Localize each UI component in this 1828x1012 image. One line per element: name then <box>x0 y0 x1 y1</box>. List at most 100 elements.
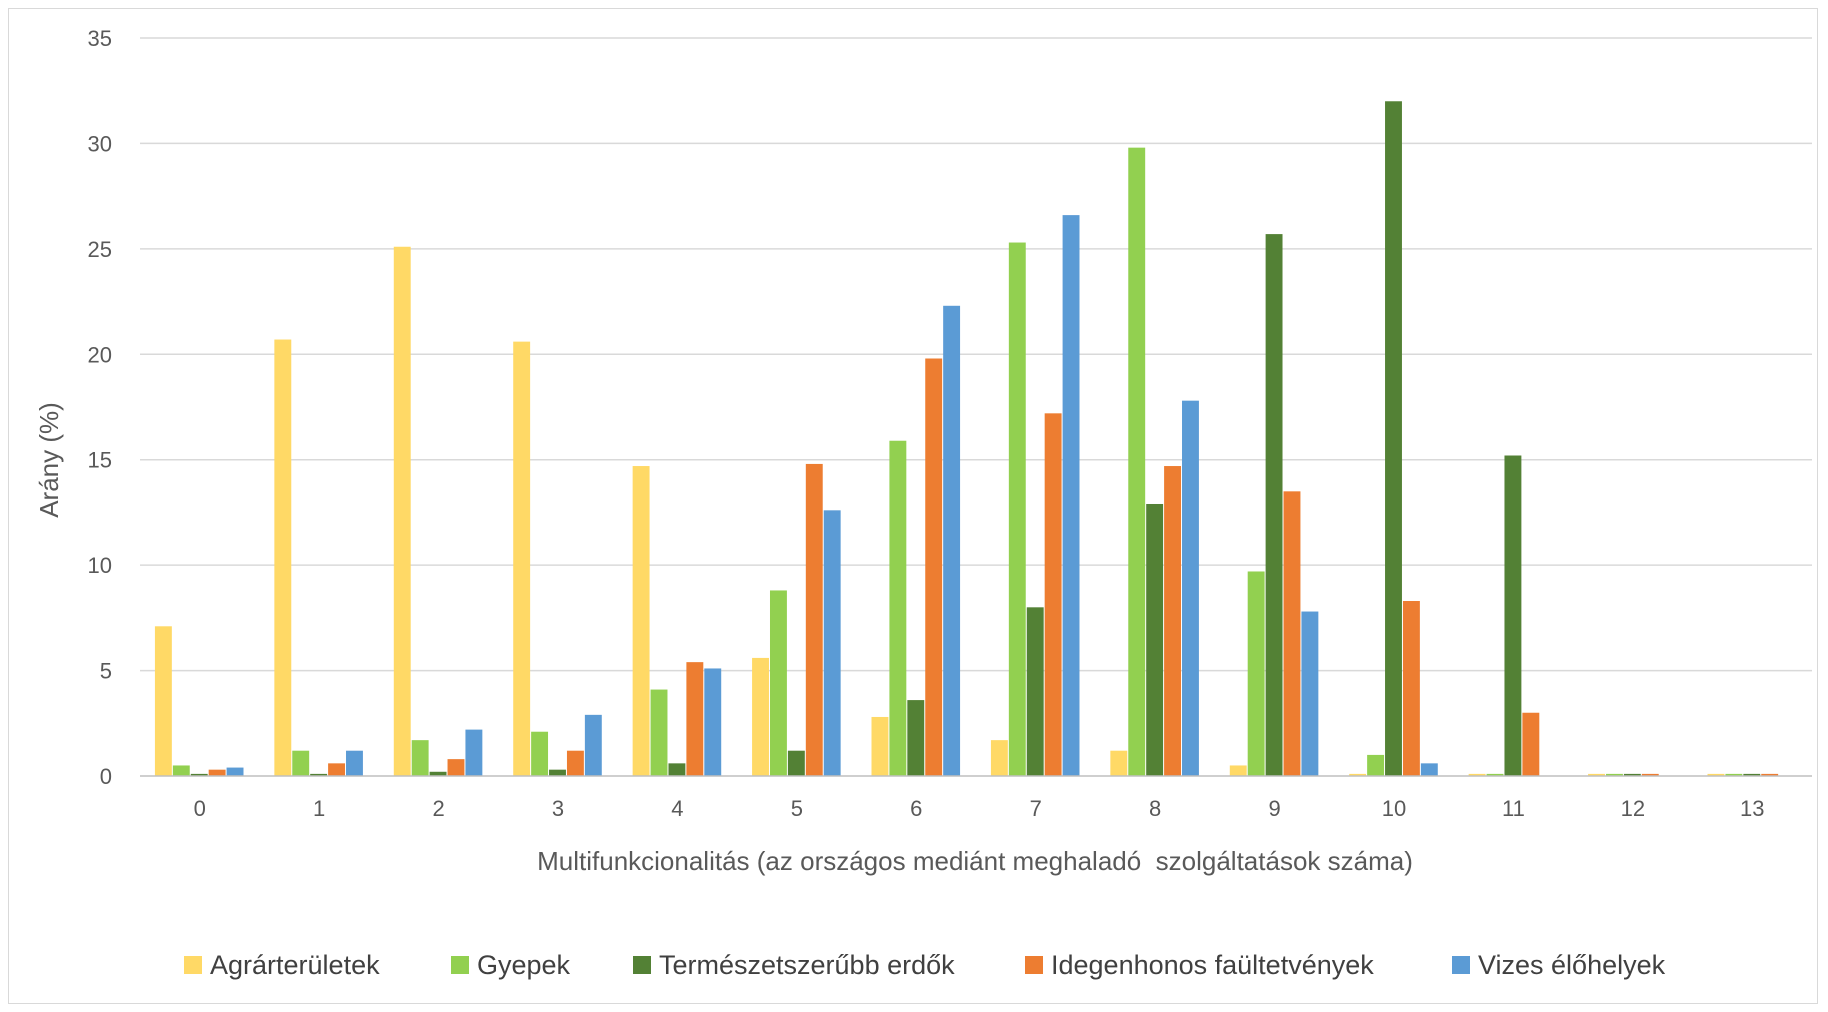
bar <box>208 769 226 776</box>
x-tick-label: 4 <box>671 796 683 821</box>
bar <box>1761 773 1779 776</box>
x-tick-label: 13 <box>1740 796 1764 821</box>
y-tick-label: 0 <box>100 764 112 789</box>
bar <box>925 358 943 776</box>
bar <box>1486 773 1504 776</box>
bar <box>226 767 244 776</box>
bars <box>154 101 1779 777</box>
x-tick-label: 5 <box>791 796 803 821</box>
bar <box>889 440 907 776</box>
legend-item: Gyepek <box>451 950 571 980</box>
bar <box>805 463 823 776</box>
legend-item: Vizes élőhelyek <box>1452 950 1666 980</box>
legend-label: Vizes élőhelyek <box>1478 950 1666 980</box>
x-tick-label: 7 <box>1030 796 1042 821</box>
bar <box>154 626 172 776</box>
legend-swatch <box>451 956 469 974</box>
x-tick-label: 10 <box>1382 796 1406 821</box>
bar <box>566 750 584 776</box>
bar <box>787 750 805 776</box>
bar <box>1182 400 1199 776</box>
bar <box>1522 712 1540 776</box>
x-tick-label: 0 <box>194 796 206 821</box>
bar <box>1128 147 1146 776</box>
bar <box>1605 773 1623 776</box>
bar <box>1743 773 1761 776</box>
bar <box>1385 101 1402 776</box>
x-tick-label: 1 <box>313 796 325 821</box>
bar <box>429 771 447 776</box>
x-tick-label: 2 <box>432 796 444 821</box>
legend-label: Idegenhonos faültetvények <box>1051 950 1374 980</box>
bar <box>1044 413 1062 776</box>
legend-swatch <box>1025 956 1043 974</box>
bar <box>172 765 190 776</box>
bar <box>632 466 650 776</box>
y-tick-label: 5 <box>100 659 112 684</box>
bar <box>943 305 961 776</box>
bar <box>704 668 722 776</box>
bar <box>292 750 310 776</box>
bar <box>1229 765 1247 776</box>
bar <box>650 689 668 776</box>
y-tick-label: 35 <box>88 26 112 51</box>
legend-swatch <box>633 956 651 974</box>
bar <box>346 750 363 776</box>
y-tick-label: 30 <box>88 131 112 156</box>
y-axis-title: Arány (%) <box>34 402 64 518</box>
x-axis-title: Multifunkcionalitás (az országos mediánt… <box>537 846 1413 876</box>
bar <box>823 510 841 776</box>
bar <box>584 714 602 776</box>
x-axis-ticks: 0 1 2 3 4 5 6 7 8 9 10 11 12 13 <box>194 796 1765 821</box>
bar <box>1008 242 1026 776</box>
bar <box>465 729 483 776</box>
legend-item: Agrárterületek <box>184 950 380 980</box>
y-tick-label: 10 <box>88 553 112 578</box>
y-tick-label: 25 <box>88 237 112 262</box>
bar <box>447 759 465 776</box>
bar <box>990 740 1008 776</box>
legend-label: Természetszerűbb erdők <box>659 950 955 980</box>
legend-item: Természetszerűbb erdők <box>633 950 955 980</box>
x-tick-label: 11 <box>1502 796 1525 821</box>
bar <box>1062 215 1080 776</box>
grid-lines <box>140 37 1812 672</box>
y-axis-ticks: 0 5 10 15 20 25 30 35 <box>88 26 112 789</box>
bar <box>1301 611 1319 776</box>
bar <box>1402 600 1420 776</box>
bar <box>1283 491 1301 776</box>
legend-swatch <box>1452 956 1470 974</box>
y-tick-label: 15 <box>88 448 112 473</box>
bar <box>1367 754 1385 776</box>
bar <box>1110 750 1128 776</box>
bar <box>871 716 889 776</box>
bar <box>686 662 704 776</box>
y-tick-label: 20 <box>88 342 112 367</box>
bar <box>274 339 292 776</box>
bar <box>190 773 208 776</box>
x-tick-label: 9 <box>1268 796 1280 821</box>
bar <box>513 341 531 776</box>
bar <box>549 769 566 776</box>
bar <box>769 590 787 776</box>
bar <box>1164 466 1182 776</box>
bar <box>1641 773 1659 776</box>
bar <box>1420 763 1438 776</box>
bar <box>1146 503 1164 776</box>
bar <box>1026 607 1044 776</box>
bar <box>411 740 429 776</box>
legend: Agrárterületek Gyepek Természetszerűbb erd… <box>184 950 1666 980</box>
bar <box>907 700 925 776</box>
bar <box>1468 773 1486 776</box>
bar <box>1504 455 1522 776</box>
bar <box>668 763 686 776</box>
bar <box>1247 571 1265 776</box>
legend-swatch <box>184 956 202 974</box>
bar <box>1707 773 1725 776</box>
x-tick-label: 6 <box>910 796 922 821</box>
bar <box>328 763 346 776</box>
x-tick-label: 12 <box>1621 796 1645 821</box>
bar <box>752 657 769 776</box>
bar <box>1349 773 1367 776</box>
